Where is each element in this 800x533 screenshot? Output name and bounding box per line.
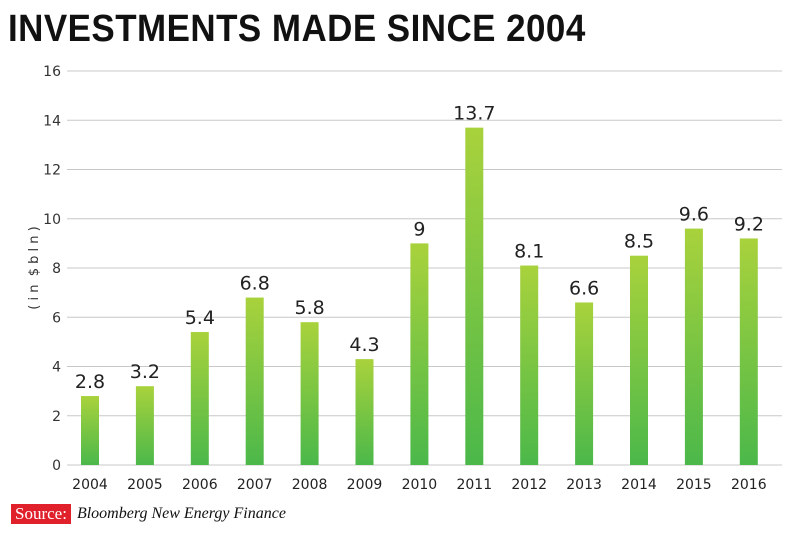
data-label: 5.8 [294, 297, 324, 319]
data-label: 9.6 [679, 204, 709, 226]
data-label: 5.4 [185, 307, 215, 329]
x-tick-label: 2009 [347, 477, 383, 493]
chart-title: INVESTMENTS MADE SINCE 2004 [8, 8, 586, 50]
bar-2014 [630, 255, 648, 465]
y-tick-label: 0 [52, 458, 61, 474]
bar-2010 [410, 243, 429, 465]
x-tick-label: 2012 [511, 477, 547, 493]
y-tick-label: 16 [43, 64, 61, 80]
source-label: Source: [11, 504, 71, 524]
bar-2004 [81, 396, 99, 465]
data-label: 3.2 [130, 361, 160, 383]
data-labels: 2.8 3.2 5.4 6.8 5.8 4.3 9 13.7 8.1 6.6 8.5 9.6 9.2 [75, 103, 764, 393]
bar-2012 [520, 265, 539, 465]
x-tick-label: 2016 [731, 477, 767, 493]
bars [81, 127, 758, 465]
bar-2009 [355, 359, 374, 465]
data-label: 9.2 [734, 213, 764, 235]
data-label: 4.3 [349, 334, 379, 356]
y-tick-label: 2 [52, 409, 61, 425]
data-label: 13.7 [453, 103, 495, 125]
y-tick-label: 14 [43, 113, 61, 129]
data-label: 2.8 [75, 371, 105, 393]
x-tick-label: 2015 [676, 477, 712, 493]
bar-2015 [684, 228, 703, 465]
bar-2005 [135, 386, 154, 465]
y-tick-label: 6 [52, 310, 61, 326]
x-tick-label: 2014 [621, 477, 657, 493]
data-label: 8.5 [624, 231, 654, 253]
y-tick-label: 10 [43, 212, 61, 228]
x-tick-label: 2006 [182, 477, 218, 493]
x-axis-ticks: 2004 2005 2006 2007 2008 2009 2010 2011 2012 2013… [72, 477, 767, 493]
x-tick-label: 2010 [402, 477, 438, 493]
bar-2006 [190, 332, 209, 465]
data-label: 9 [413, 218, 425, 240]
y-tick-label: 12 [43, 163, 61, 179]
data-label: 6.8 [240, 273, 270, 295]
bar-2007 [245, 297, 264, 465]
bar-2011 [465, 127, 484, 465]
data-label: 6.6 [569, 277, 599, 299]
data-label: 8.1 [514, 241, 544, 263]
y-tick-label: 8 [52, 261, 61, 277]
bar-2008 [300, 322, 319, 465]
x-tick-label: 2013 [566, 477, 602, 493]
x-tick-label: 2011 [456, 477, 492, 493]
x-tick-label: 2007 [237, 477, 273, 493]
bar-2013 [575, 302, 594, 465]
x-tick-label: 2004 [72, 477, 108, 493]
y-axis-ticks: 0 2 4 6 8 10 12 14 16 [43, 64, 61, 474]
bar-2016 [739, 238, 758, 465]
y-tick-label: 4 [52, 360, 61, 376]
source-text: Bloomberg New Energy Finance [76, 505, 286, 522]
source-line: Source: Bloomberg New Energy Finance [11, 504, 286, 524]
x-tick-label: 2005 [127, 477, 163, 493]
y-axis-label: ( i n $ b l n ) [27, 226, 42, 309]
x-tick-label: 2008 [292, 477, 328, 493]
